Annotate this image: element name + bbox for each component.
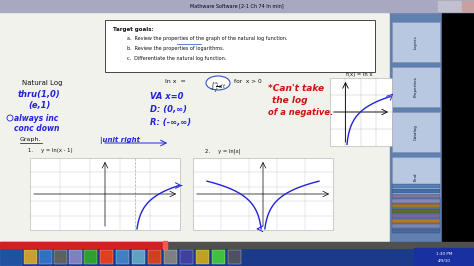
- Text: (e,1): (e,1): [28, 101, 50, 110]
- Bar: [438, 1, 449, 11]
- Bar: [69, 250, 82, 264]
- Text: 1.     y = ln(x - 1): 1. y = ln(x - 1): [28, 148, 73, 153]
- Bar: [212, 250, 225, 264]
- Bar: [392, 219, 440, 223]
- Text: ln x  =: ln x =: [165, 79, 186, 84]
- Text: b.  Review the properties of logarithms.: b. Review the properties of logarithms.: [127, 46, 224, 51]
- Text: Mathware Software [2-1 Ch 74 In min]: Mathware Software [2-1 Ch 74 In min]: [190, 3, 284, 9]
- Text: |unit right: |unit right: [100, 137, 140, 144]
- Bar: [330, 78, 392, 146]
- Bar: [392, 22, 440, 62]
- Bar: [0, 242, 474, 248]
- Bar: [390, 12, 442, 248]
- Bar: [0, 12, 390, 248]
- Text: 2.     y = ln|x|: 2. y = ln|x|: [205, 148, 240, 153]
- Bar: [392, 189, 440, 193]
- Text: Catalog: Catalog: [414, 124, 418, 140]
- Bar: [24, 250, 37, 264]
- Bar: [105, 20, 375, 72]
- Bar: [392, 229, 440, 233]
- Bar: [0, 248, 474, 266]
- Bar: [132, 250, 145, 264]
- Bar: [228, 250, 241, 264]
- Bar: [442, 12, 474, 248]
- Text: 1:30 PM: 1:30 PM: [436, 252, 452, 256]
- Bar: [392, 214, 440, 218]
- Text: $\int_1^x\!\frac{1}{t}dt$: $\int_1^x\!\frac{1}{t}dt$: [210, 81, 226, 95]
- Bar: [193, 158, 333, 230]
- Bar: [0, 242, 165, 248]
- Bar: [392, 204, 440, 208]
- Text: Graph.: Graph.: [20, 137, 41, 142]
- Text: conc down: conc down: [14, 124, 59, 133]
- Bar: [0, 248, 22, 266]
- Bar: [163, 241, 167, 249]
- Bar: [84, 250, 97, 264]
- Text: of a negative.: of a negative.: [268, 108, 333, 117]
- Text: VA x=0: VA x=0: [150, 92, 183, 101]
- Bar: [392, 112, 440, 152]
- Text: f(x) = ln x: f(x) = ln x: [346, 72, 373, 77]
- Text: R: (-∞,∞): R: (-∞,∞): [150, 118, 191, 127]
- Bar: [450, 1, 461, 11]
- Text: Target goals:: Target goals:: [113, 27, 154, 32]
- Text: 4/9/10: 4/9/10: [438, 259, 450, 263]
- Bar: [180, 250, 193, 264]
- Bar: [414, 248, 474, 266]
- Bar: [196, 250, 209, 264]
- Text: c.  Differentiate the natural log function.: c. Differentiate the natural log functio…: [127, 56, 226, 61]
- Text: thru(1,0): thru(1,0): [18, 90, 61, 99]
- Bar: [148, 250, 161, 264]
- Text: for  x > 0: for x > 0: [234, 79, 262, 84]
- Bar: [39, 250, 52, 264]
- Bar: [392, 194, 440, 198]
- Bar: [100, 250, 113, 264]
- Text: Find: Find: [414, 173, 418, 181]
- Text: always inc: always inc: [14, 114, 58, 123]
- Text: D: (0,∞): D: (0,∞): [150, 105, 187, 114]
- Bar: [392, 224, 440, 228]
- Text: the log: the log: [272, 96, 308, 105]
- Ellipse shape: [206, 76, 230, 90]
- Text: Natural Log: Natural Log: [22, 80, 63, 86]
- Bar: [392, 157, 440, 197]
- Bar: [462, 1, 473, 11]
- Bar: [164, 250, 177, 264]
- Text: *Can't take: *Can't take: [268, 84, 324, 93]
- Bar: [392, 209, 440, 213]
- Bar: [30, 158, 180, 230]
- Text: Properties: Properties: [414, 77, 418, 97]
- Bar: [392, 67, 440, 107]
- Text: Layers: Layers: [414, 35, 418, 49]
- Bar: [116, 250, 129, 264]
- Bar: [392, 184, 440, 188]
- Bar: [392, 199, 440, 203]
- Bar: [54, 250, 67, 264]
- Text: a.  Review the properties of the graph of the natural log function.: a. Review the properties of the graph of…: [127, 36, 287, 41]
- Bar: [0, 0, 474, 12]
